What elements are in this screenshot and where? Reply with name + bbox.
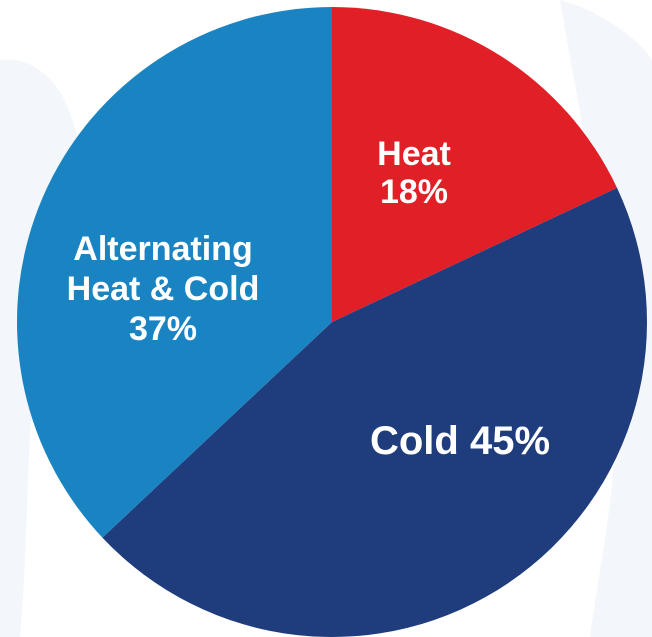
pie-label-line: Alternating bbox=[73, 230, 252, 268]
pie-label-line: 37% bbox=[129, 310, 197, 348]
pie-label-line: Heat & Cold bbox=[67, 270, 260, 308]
pie-label-line: Cold 45% bbox=[370, 419, 550, 463]
background-figure-right bbox=[560, 0, 652, 637]
pie-slice-alternating-heat-cold bbox=[16, 7, 332, 538]
pie-slice-heat bbox=[332, 7, 618, 322]
pie-slice-cold bbox=[102, 187, 647, 637]
pie-label-line: 18% bbox=[380, 173, 448, 211]
pie-labels: Heat 18% Cold 45% Alternating Heat & Cold 37% bbox=[67, 135, 550, 463]
pie-label-cold: Cold 45% bbox=[370, 419, 550, 463]
pie-label-heat: Heat 18% bbox=[377, 135, 451, 211]
pie-label-line: Heat bbox=[377, 135, 451, 173]
pie-slices bbox=[16, 7, 647, 637]
pie-label-alternating-heat-cold: Alternating Heat & Cold 37% bbox=[67, 230, 260, 348]
